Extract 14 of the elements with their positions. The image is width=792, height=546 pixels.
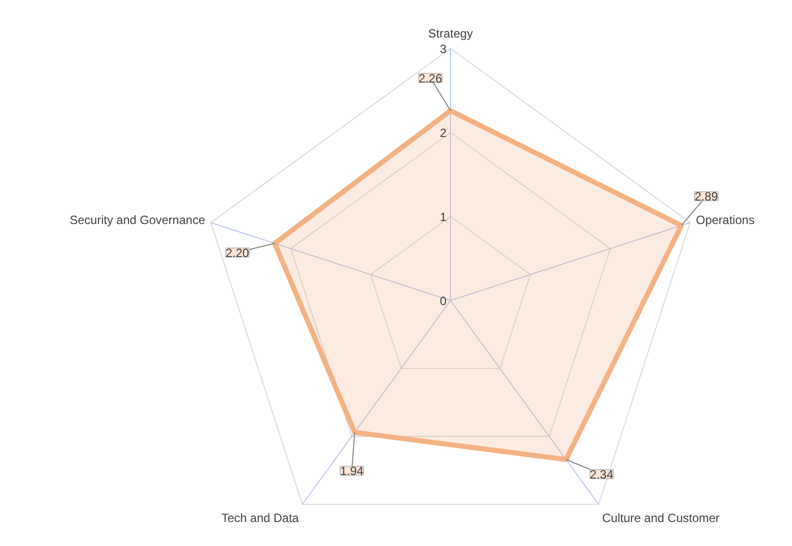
spoke-label: Security and Governance: [70, 213, 206, 228]
text: 2.20: [226, 246, 250, 260]
y-tick-label: 0: [440, 294, 447, 308]
text: 1.94: [340, 464, 364, 478]
spoke-label: Tech and Data: [221, 510, 300, 525]
y-tick-label: 2: [440, 126, 447, 140]
spoke-label: Culture and Customer: [602, 510, 720, 525]
spoke-label: Strategy: [428, 26, 473, 40]
text: 2.26: [418, 71, 442, 86]
y-tick-label: 3: [440, 42, 447, 56]
text: 2.34: [590, 468, 614, 482]
spoke-label: Operations: [696, 213, 755, 228]
y-tick-label: 1: [440, 210, 447, 224]
text: 2.89: [694, 190, 718, 204]
